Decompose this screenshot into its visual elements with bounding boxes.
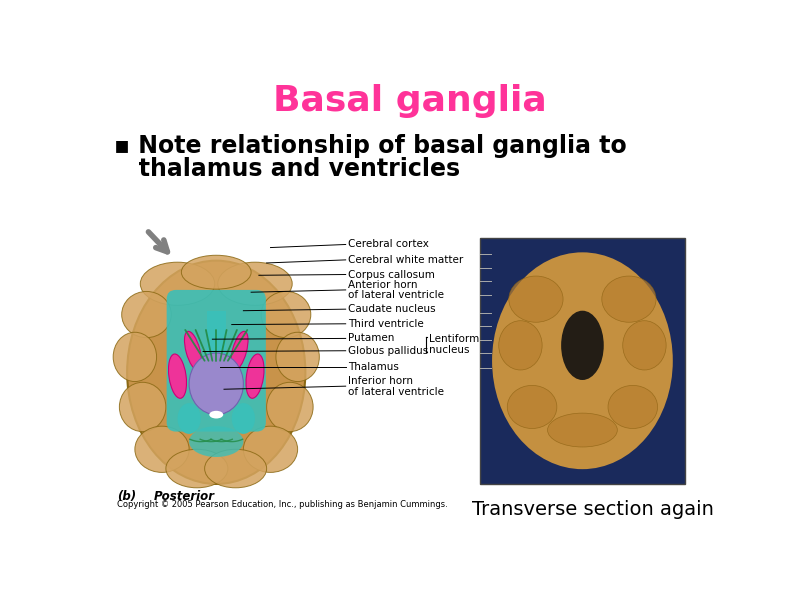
Text: Thalamus: Thalamus (348, 362, 399, 372)
Ellipse shape (261, 292, 310, 338)
Text: Cerebral white matter: Cerebral white matter (348, 255, 463, 265)
Text: Basal ganglia: Basal ganglia (273, 84, 547, 118)
Ellipse shape (127, 260, 306, 484)
Text: Putamen: Putamen (348, 334, 394, 343)
FancyBboxPatch shape (480, 238, 685, 484)
Ellipse shape (169, 354, 186, 398)
Ellipse shape (622, 321, 666, 370)
Text: Copyright © 2005 Pearson Education, Inc., publishing as Benjamin Cummings.: Copyright © 2005 Pearson Education, Inc.… (117, 500, 448, 509)
Text: Caudate nucleus: Caudate nucleus (348, 304, 436, 314)
Text: Third ventricle: Third ventricle (348, 319, 424, 329)
Text: Posterior: Posterior (154, 490, 215, 503)
Ellipse shape (140, 262, 214, 305)
Ellipse shape (232, 403, 255, 434)
Ellipse shape (189, 353, 243, 415)
Text: Globus pallidus: Globus pallidus (348, 346, 428, 356)
Bar (207, 311, 226, 411)
Text: Corpus callosum: Corpus callosum (348, 269, 435, 280)
Ellipse shape (266, 382, 313, 431)
Ellipse shape (276, 332, 319, 382)
Ellipse shape (602, 276, 656, 322)
FancyBboxPatch shape (166, 290, 266, 431)
Ellipse shape (492, 253, 673, 469)
Ellipse shape (246, 354, 264, 398)
Ellipse shape (608, 385, 658, 428)
Ellipse shape (205, 449, 266, 488)
Text: Transverse section again: Transverse section again (472, 500, 714, 519)
Text: Lentiform
nucleus: Lentiform nucleus (430, 334, 480, 355)
Text: thalamus and ventricles: thalamus and ventricles (114, 157, 460, 181)
Ellipse shape (218, 262, 292, 305)
Text: Anterior horn
of lateral ventricle: Anterior horn of lateral ventricle (348, 280, 444, 301)
Text: Inferior horn
of lateral ventricle: Inferior horn of lateral ventricle (348, 376, 444, 397)
Ellipse shape (113, 332, 157, 382)
Ellipse shape (119, 382, 166, 431)
Ellipse shape (561, 311, 604, 380)
Ellipse shape (231, 331, 248, 370)
Ellipse shape (507, 385, 557, 428)
Ellipse shape (182, 255, 251, 289)
Ellipse shape (135, 426, 189, 472)
Ellipse shape (189, 426, 243, 457)
Text: ▪ Note relationship of basal ganglia to: ▪ Note relationship of basal ganglia to (114, 134, 626, 158)
Ellipse shape (547, 413, 618, 447)
Text: Cerebral cortex: Cerebral cortex (348, 239, 429, 250)
Ellipse shape (498, 321, 542, 370)
Ellipse shape (166, 449, 228, 488)
Ellipse shape (122, 292, 171, 338)
Ellipse shape (509, 276, 563, 322)
Text: (b): (b) (117, 490, 136, 503)
Ellipse shape (243, 426, 298, 472)
Ellipse shape (210, 411, 223, 419)
Ellipse shape (185, 331, 202, 370)
Ellipse shape (178, 403, 201, 434)
